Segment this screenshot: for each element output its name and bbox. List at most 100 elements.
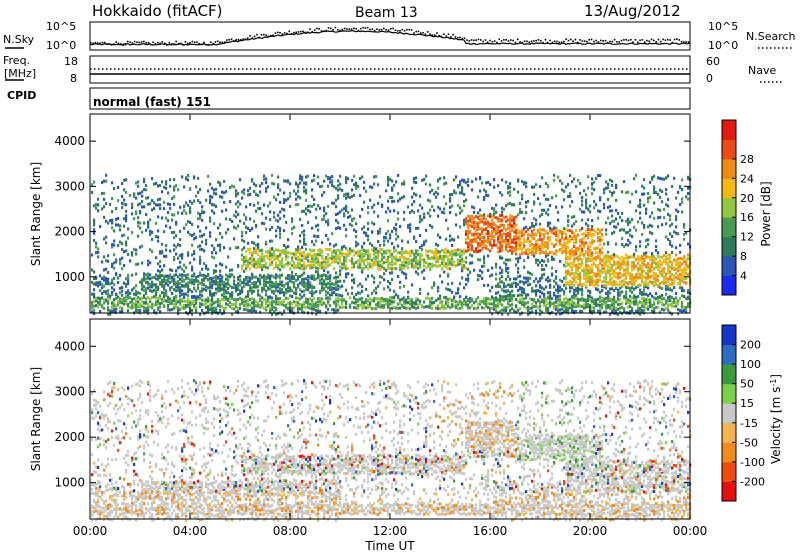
- scatter-cell: [273, 306, 275, 309]
- scatter-cell: [507, 271, 509, 274]
- scatter-cell: [505, 243, 507, 246]
- scatter-cell: [419, 195, 421, 198]
- scatter-cell: [351, 279, 353, 282]
- scatter-cell: [151, 276, 153, 279]
- scatter-cell: [237, 285, 239, 288]
- scatter-cell: [211, 293, 213, 296]
- scatter-cell: [573, 222, 575, 225]
- scatter-cell: [307, 306, 309, 309]
- scatter-cell: [331, 202, 333, 205]
- scatter-cell: [403, 285, 405, 288]
- scatter-cell: [545, 198, 547, 201]
- scatter-cell: [199, 262, 201, 265]
- scatter-cell: [169, 287, 171, 290]
- scatter-cell: [521, 287, 523, 290]
- scatter-cell: [311, 249, 313, 252]
- scatter-cell: [489, 225, 491, 228]
- scatter-cell: [629, 295, 631, 298]
- scatter-cell: [209, 277, 211, 280]
- scatter-cell: [561, 230, 563, 233]
- scatter-cell: [547, 280, 549, 283]
- scatter-cell: [175, 245, 177, 248]
- scatter-cell: [259, 185, 261, 188]
- scatter-cell: [429, 224, 431, 227]
- scatter-cell: [489, 239, 491, 242]
- scatter-cell: [497, 298, 499, 301]
- scatter-cell: [123, 217, 125, 220]
- scatter-cell: [465, 261, 467, 264]
- scatter-cell: [593, 233, 595, 236]
- scatter-cell: [543, 260, 545, 263]
- scatter-cell: [485, 232, 487, 235]
- scatter-cell: [241, 254, 243, 257]
- scatter-cell: [419, 288, 421, 291]
- scatter-cell: [521, 297, 523, 300]
- scatter-cell: [279, 301, 281, 304]
- scatter-cell: [325, 261, 327, 264]
- scatter-cell: [493, 213, 495, 216]
- scatter-cell: [575, 238, 577, 241]
- scatter-cell: [203, 211, 205, 214]
- scatter-cell: [549, 251, 551, 254]
- scatter-cell: [227, 255, 229, 258]
- scatter-cell: [563, 227, 565, 230]
- scatter-cell: [121, 248, 123, 251]
- scatter-cell: [103, 192, 105, 195]
- scatter-cell: [219, 299, 221, 302]
- scatter-cell: [451, 261, 453, 264]
- scatter-cell: [277, 226, 279, 229]
- scatter-cell: [541, 274, 543, 277]
- scatter-cell: [593, 188, 595, 191]
- noise-search-dot: [228, 39, 230, 41]
- scatter-cell: [265, 228, 267, 231]
- nsearch-label: N.Search: [746, 30, 796, 43]
- scatter-cell: [379, 275, 381, 278]
- scatter-cell: [313, 258, 315, 261]
- scatter-cell: [339, 258, 341, 261]
- noise-search-dot: [528, 41, 530, 43]
- scatter-cell: [437, 297, 439, 300]
- scatter-cell: [361, 285, 363, 288]
- scatter-cell: [455, 213, 457, 216]
- scatter-cell: [225, 208, 227, 211]
- scatter-cell: [143, 178, 145, 181]
- scatter-cell: [329, 176, 331, 179]
- noise-search-dot: [178, 43, 180, 45]
- scatter-cell: [527, 240, 529, 243]
- scatter-cell: [519, 307, 521, 310]
- scatter-cell: [257, 289, 259, 292]
- scatter-cell: [329, 263, 331, 266]
- scatter-cell: [593, 206, 595, 209]
- scatter-cell: [271, 296, 273, 299]
- scatter-cell: [291, 281, 293, 284]
- scatter-cell: [621, 284, 623, 287]
- scatter-cell: [157, 184, 159, 187]
- scatter-cell: [343, 193, 345, 196]
- scatter-cell: [275, 276, 277, 279]
- scatter-cell: [617, 303, 619, 306]
- scatter-cell: [625, 294, 627, 297]
- noise-search-dot: [678, 39, 680, 41]
- scatter-cell: [103, 279, 105, 282]
- noise-search-dot: [145, 42, 147, 44]
- scatter-cell: [137, 263, 139, 266]
- scatter-cell: [629, 305, 631, 308]
- scatter-cell: [93, 277, 95, 280]
- scatter-cell: [573, 241, 575, 244]
- scatter-cell: [209, 290, 211, 293]
- scatter-cell: [471, 221, 473, 224]
- scatter-cell: [247, 299, 249, 302]
- scatter-cell: [391, 242, 393, 245]
- noise-search-dot: [462, 38, 464, 40]
- scatter-cell: [471, 188, 473, 191]
- scatter-cell: [345, 205, 347, 208]
- scatter-cell: [103, 198, 105, 201]
- scatter-cell: [137, 309, 139, 312]
- scatter-cell: [539, 238, 541, 241]
- noise-search-dot: [471, 39, 473, 41]
- scatter-cell: [339, 298, 341, 301]
- scatter-cell: [205, 242, 207, 245]
- scatter-cell: [381, 304, 383, 307]
- scatter-cell: [549, 227, 551, 230]
- scatter-cell: [609, 222, 611, 225]
